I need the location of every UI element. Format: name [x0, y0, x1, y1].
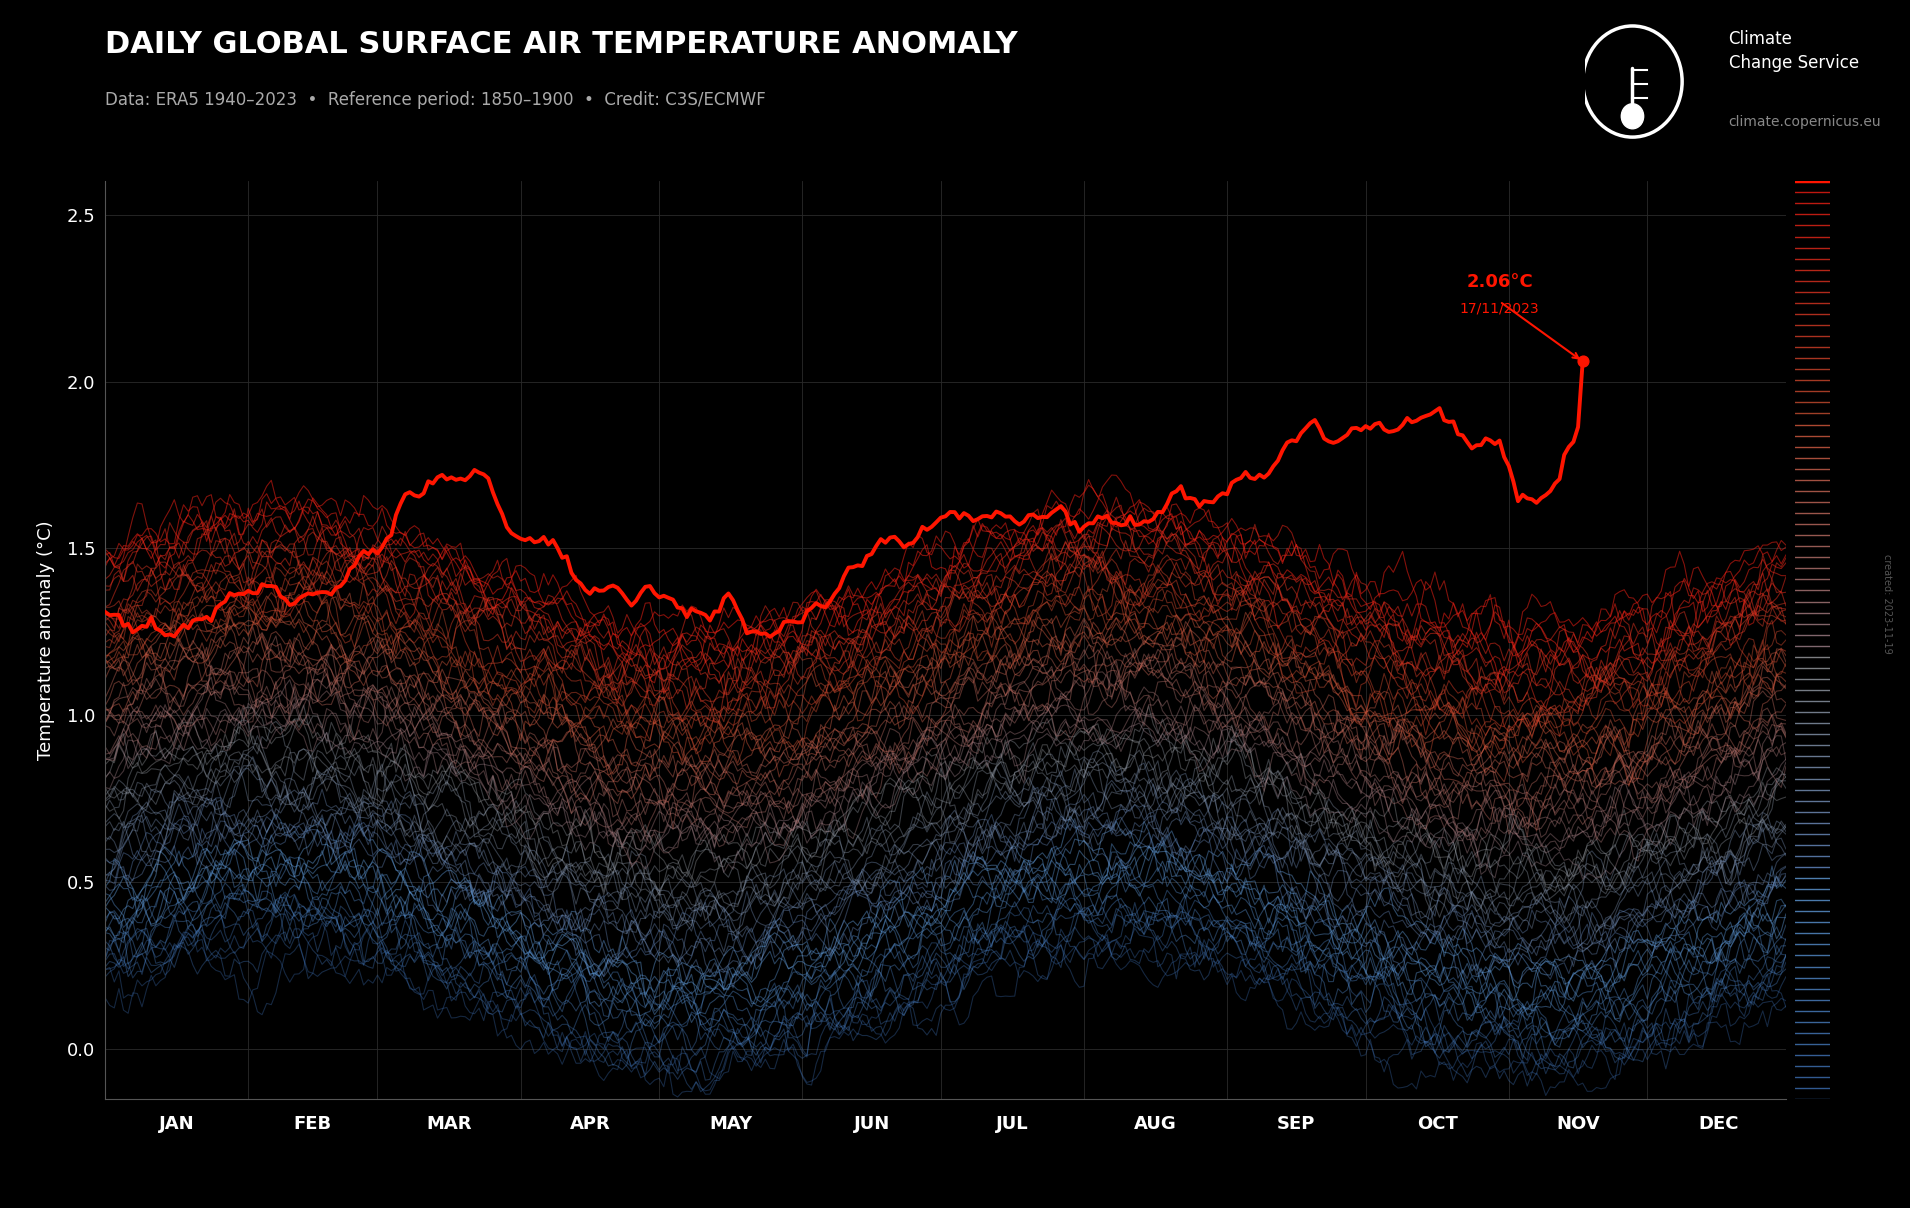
- Text: DAILY GLOBAL SURFACE AIR TEMPERATURE ANOMALY: DAILY GLOBAL SURFACE AIR TEMPERATURE ANO…: [105, 30, 1018, 59]
- Point: [1568, 352, 1599, 371]
- Y-axis label: Temperature anomaly (°C): Temperature anomaly (°C): [38, 521, 55, 760]
- Text: created: 2023-11-19: created: 2023-11-19: [1881, 554, 1893, 654]
- Text: 17/11/2023: 17/11/2023: [1459, 301, 1539, 315]
- Text: Climate
Change Service: Climate Change Service: [1729, 30, 1858, 71]
- Text: climate.copernicus.eu: climate.copernicus.eu: [1729, 115, 1881, 129]
- Text: Data: ERA5 1940–2023  •  Reference period: 1850–1900  •  Credit: C3S/ECMWF: Data: ERA5 1940–2023 • Reference period:…: [105, 91, 766, 109]
- Circle shape: [1622, 104, 1645, 129]
- Text: 2.06°C: 2.06°C: [1467, 273, 1534, 291]
